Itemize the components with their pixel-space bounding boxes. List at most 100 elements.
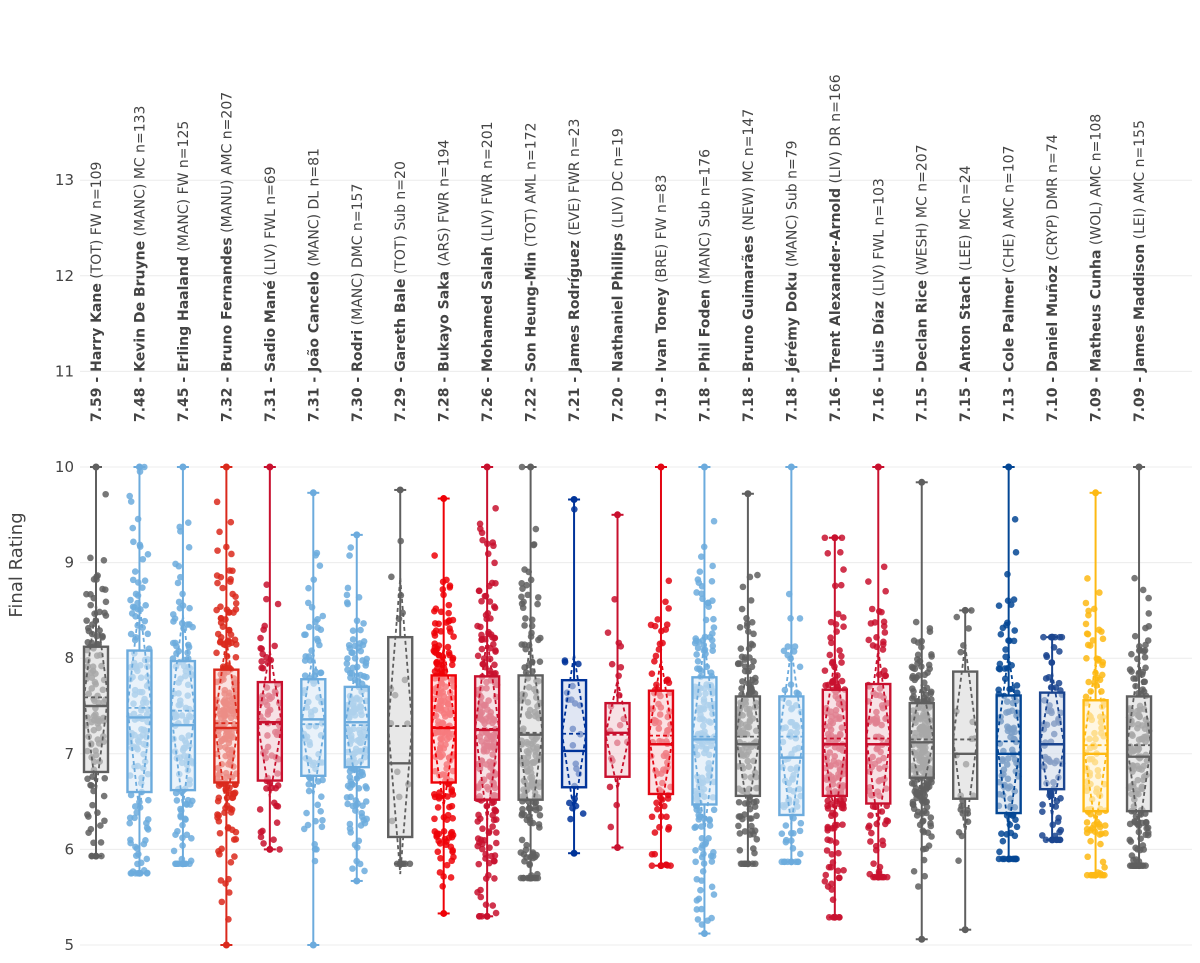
box-19[interactable] bbox=[865, 466, 892, 879]
rating-point bbox=[750, 845, 757, 852]
player-avg-name: 7.29 - Gareth Bale bbox=[393, 279, 409, 422]
rating-point bbox=[477, 893, 485, 901]
rating-point bbox=[362, 662, 369, 669]
rating-point bbox=[83, 617, 90, 624]
rating-point bbox=[319, 816, 326, 824]
rating-point bbox=[176, 604, 184, 612]
player-club-pos-n: (TOT) AML n=172 bbox=[524, 122, 540, 251]
rating-point bbox=[1085, 678, 1092, 686]
player-club-pos-n: (EVE) FWR n=23 bbox=[567, 119, 583, 241]
mean-sd-diamond bbox=[1126, 660, 1152, 831]
rating-point bbox=[319, 776, 326, 784]
box-24[interactable] bbox=[1082, 491, 1109, 877]
rating-point bbox=[865, 822, 873, 830]
rating-point bbox=[232, 600, 240, 607]
rating-point bbox=[910, 868, 918, 875]
rating-point bbox=[87, 554, 94, 562]
rating-point bbox=[144, 869, 151, 877]
rating-point bbox=[314, 637, 322, 645]
box-11[interactable] bbox=[517, 466, 544, 880]
box-25[interactable] bbox=[1125, 466, 1153, 867]
rating-point bbox=[868, 829, 875, 837]
rating-point bbox=[1142, 818, 1150, 826]
box-21[interactable] bbox=[952, 609, 979, 931]
rating-point bbox=[579, 810, 587, 817]
rating-point bbox=[357, 626, 364, 634]
box-15[interactable] bbox=[691, 466, 718, 935]
box-22[interactable] bbox=[995, 466, 1022, 860]
box-13[interactable] bbox=[604, 513, 631, 849]
rating-point bbox=[491, 559, 498, 567]
rating-point bbox=[521, 811, 528, 819]
box-17[interactable] bbox=[778, 466, 805, 863]
rating-point bbox=[796, 615, 804, 622]
rating-point bbox=[530, 541, 537, 549]
rating-point bbox=[651, 658, 658, 665]
box-20[interactable] bbox=[908, 481, 935, 941]
rating-point bbox=[314, 624, 321, 631]
rating-point bbox=[824, 805, 832, 812]
y-tick-label: 9 bbox=[64, 554, 74, 572]
rating-point bbox=[219, 584, 226, 592]
rating-point bbox=[754, 571, 761, 579]
rating-point bbox=[710, 806, 718, 814]
box-10[interactable] bbox=[473, 466, 501, 918]
player-label: 7.16 - Luis Díaz (LIV) FWL n=103 bbox=[871, 178, 887, 422]
y-axis-ticks: 5 6 7 8 9 10 11 12 13 bbox=[55, 171, 74, 954]
box-5[interactable] bbox=[256, 466, 284, 851]
rating-point bbox=[343, 599, 351, 606]
rating-point bbox=[797, 819, 805, 827]
box-1[interactable] bbox=[82, 466, 110, 858]
rating-point bbox=[881, 667, 888, 675]
rating-point bbox=[698, 823, 705, 830]
rating-point bbox=[520, 598, 527, 606]
box-23[interactable] bbox=[1038, 636, 1066, 841]
rating-point bbox=[692, 858, 699, 866]
rating-point bbox=[231, 790, 238, 798]
rating-point bbox=[1128, 668, 1135, 675]
box-8[interactable] bbox=[387, 488, 414, 875]
box-9[interactable] bbox=[430, 497, 457, 915]
box-2[interactable] bbox=[126, 466, 153, 875]
player-label: 7.45 - Erling Haaland (MANC) FW n=125 bbox=[176, 121, 192, 422]
rating-point bbox=[519, 604, 527, 612]
box-3[interactable] bbox=[169, 466, 197, 865]
rating-point bbox=[739, 678, 746, 685]
rating-point bbox=[912, 790, 920, 797]
rating-point bbox=[1142, 624, 1149, 632]
rating-point bbox=[217, 634, 225, 641]
box-14[interactable] bbox=[647, 466, 675, 867]
rating-point bbox=[431, 620, 439, 627]
rating-point bbox=[1131, 818, 1138, 825]
rating-point bbox=[319, 612, 327, 620]
rating-point bbox=[492, 669, 499, 677]
box-4[interactable] bbox=[213, 466, 240, 946]
rating-point bbox=[256, 806, 264, 813]
player-avg-name: 7.10 - Daniel Muñoz bbox=[1045, 265, 1061, 422]
player-avg-name: 7.32 - Bruno Fernandes bbox=[219, 237, 235, 422]
rating-point bbox=[654, 616, 662, 623]
rating-point bbox=[303, 809, 310, 817]
rating-point bbox=[1013, 823, 1021, 831]
rating-point bbox=[968, 607, 975, 614]
rating-point bbox=[492, 648, 499, 655]
rating-point bbox=[258, 658, 265, 665]
rating-point bbox=[1084, 641, 1092, 649]
rating-point bbox=[741, 828, 749, 835]
rating-point bbox=[317, 808, 324, 815]
rating-point bbox=[750, 830, 757, 838]
rating-point bbox=[651, 829, 659, 836]
rating-point bbox=[518, 463, 526, 471]
box-12[interactable] bbox=[560, 498, 588, 855]
rating-point bbox=[131, 568, 139, 575]
rating-point bbox=[1101, 864, 1108, 871]
box-7[interactable] bbox=[343, 533, 370, 882]
box-18[interactable] bbox=[821, 536, 849, 919]
player-label: 7.18 - Phil Foden (MANC) Sub n=176 bbox=[697, 149, 713, 422]
rating-point bbox=[1099, 661, 1106, 669]
box-16[interactable] bbox=[734, 492, 762, 865]
rating-point bbox=[1056, 648, 1063, 655]
rating-point bbox=[915, 883, 922, 890]
box-6[interactable] bbox=[300, 491, 327, 946]
rating-point bbox=[144, 630, 152, 638]
